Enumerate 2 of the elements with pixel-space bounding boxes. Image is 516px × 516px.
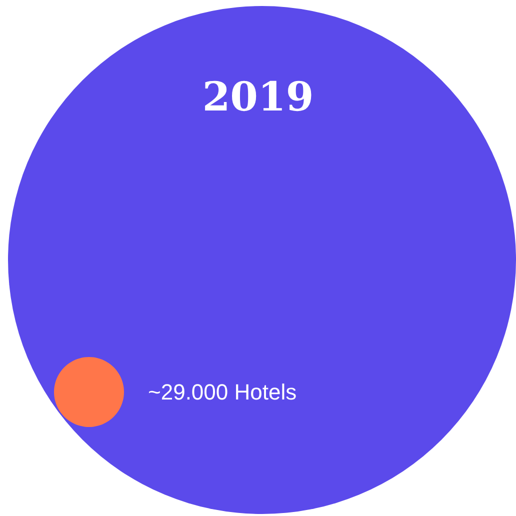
data-label: ~29.000 Hotels (148, 380, 297, 404)
text: 2019 (202, 74, 314, 120)
